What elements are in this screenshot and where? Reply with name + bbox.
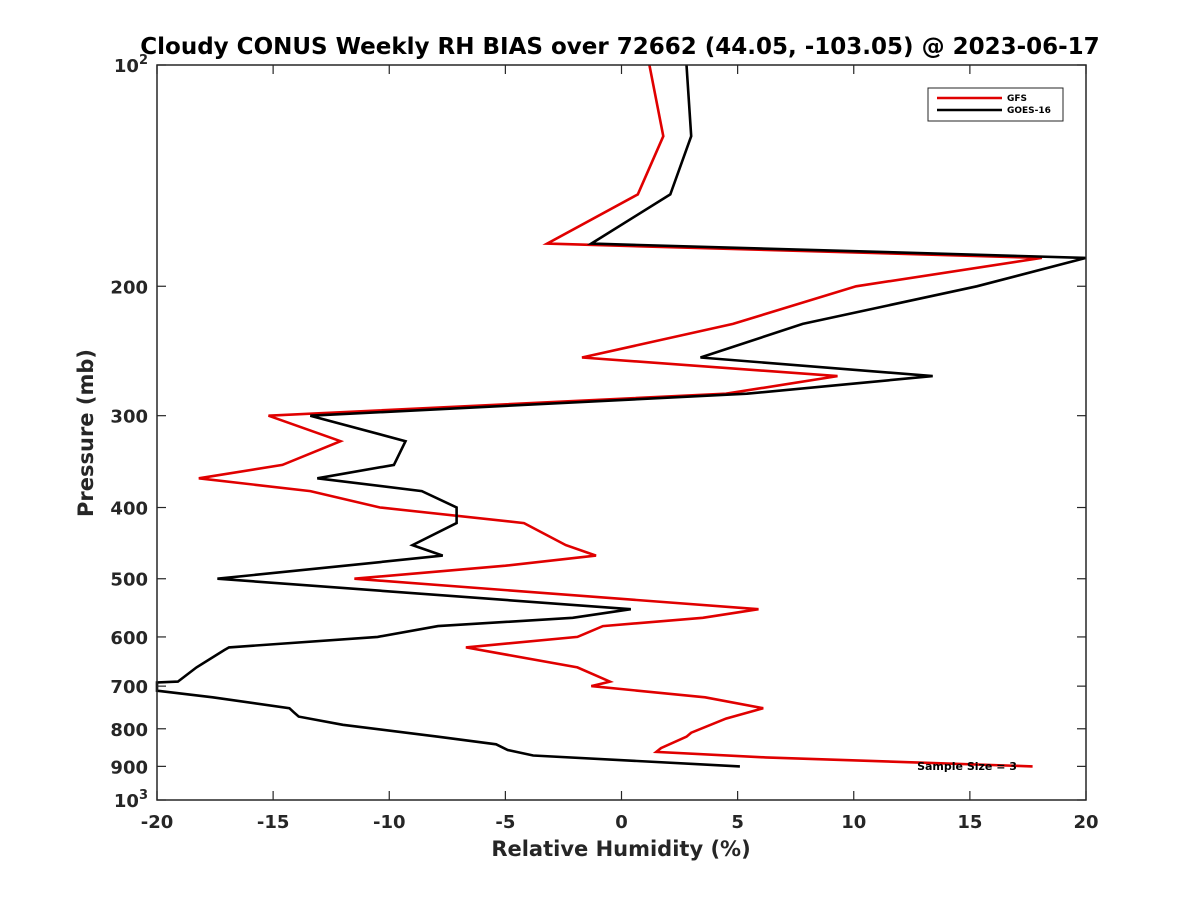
y-tick-label: 600 bbox=[110, 628, 148, 649]
x-tick-label: -5 bbox=[495, 812, 515, 833]
y-axis-label: Pressure (mb) bbox=[74, 349, 98, 517]
x-axis-label: Relative Humidity (%) bbox=[491, 837, 750, 861]
plot-lines bbox=[155, 64, 1087, 768]
y-tick-label: 200 bbox=[110, 277, 148, 298]
y-tick-label: 500 bbox=[110, 570, 148, 591]
x-tick-label: 5 bbox=[731, 812, 744, 833]
chart-title: Cloudy CONUS Weekly RH BIAS over 72662 (… bbox=[140, 34, 1099, 60]
y-tick-label: 103 bbox=[114, 788, 148, 812]
legend-box bbox=[927, 87, 1064, 122]
x-tick-label: 20 bbox=[1073, 812, 1098, 833]
y-tick-label: 800 bbox=[110, 720, 148, 741]
y-tick-label: 300 bbox=[110, 407, 148, 428]
x-tick-label: -15 bbox=[257, 812, 290, 833]
y-tick-label: 900 bbox=[110, 757, 148, 778]
series-line-goes16 bbox=[155, 64, 1087, 768]
legend-label-goes16: GOES-16 bbox=[1007, 106, 1051, 116]
x-axis-ticks: -20 -15 -10 -5 0 5 10 15 20 bbox=[141, 65, 1099, 833]
x-tick-label: 10 bbox=[841, 812, 866, 833]
legend-label-gfs: GFS bbox=[1007, 94, 1027, 104]
y-tick-label: 400 bbox=[110, 499, 148, 520]
x-tick-label: 15 bbox=[957, 812, 982, 833]
x-tick-label: -10 bbox=[373, 812, 406, 833]
x-tick-label: 0 bbox=[615, 812, 628, 833]
sample-size-annotation: Sample Size = 3 bbox=[917, 760, 1017, 773]
y-tick-label: 700 bbox=[110, 677, 148, 698]
x-tick-label: -20 bbox=[141, 812, 174, 833]
y-tick-label: 102 bbox=[114, 53, 148, 77]
series-line-gfs bbox=[198, 64, 1043, 768]
legend: GFS GOES-16 bbox=[927, 87, 1064, 122]
y-axis-ticks: 102 200 300 400 500 600 700 800 900 103 bbox=[110, 53, 1086, 812]
